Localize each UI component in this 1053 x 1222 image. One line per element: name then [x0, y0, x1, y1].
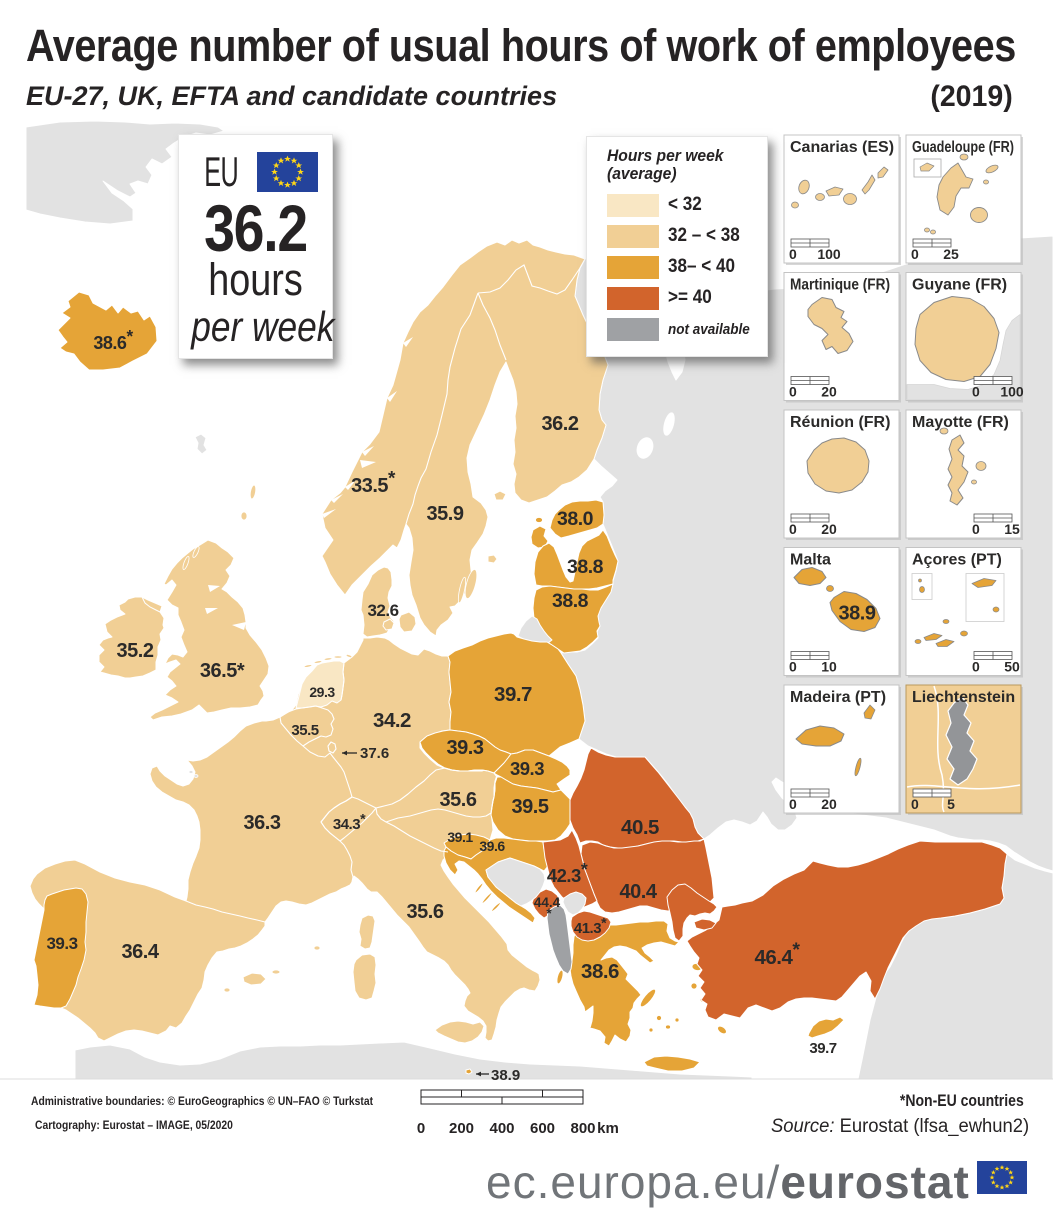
svg-text:0: 0 — [789, 796, 797, 812]
svg-text:0: 0 — [789, 384, 797, 400]
svg-text:39.3: 39.3 — [46, 934, 77, 953]
svg-text:38.9: 38.9 — [839, 603, 876, 625]
svg-text:39.5: 39.5 — [512, 796, 549, 818]
svg-text:100: 100 — [817, 246, 841, 262]
svg-text:Canarias (ES): Canarias (ES) — [790, 139, 894, 156]
svg-text:600: 600 — [530, 1120, 555, 1137]
svg-text:800: 800 — [570, 1120, 595, 1137]
svg-text:40.4: 40.4 — [620, 881, 658, 903]
svg-text:36.4: 36.4 — [122, 941, 160, 963]
svg-text:38.9: 38.9 — [491, 1067, 520, 1084]
svg-text:20: 20 — [821, 384, 837, 400]
svg-text:0: 0 — [972, 521, 980, 537]
svg-text:10: 10 — [821, 659, 837, 675]
svg-text:39.7: 39.7 — [809, 1040, 836, 1057]
svg-text:Mayotte (FR): Mayotte (FR) — [912, 414, 1009, 431]
svg-text:38.8: 38.8 — [567, 556, 604, 578]
svg-text:0: 0 — [911, 246, 919, 262]
svg-text:39.7: 39.7 — [494, 683, 532, 706]
svg-text:0: 0 — [417, 1120, 425, 1137]
svg-text:39.3: 39.3 — [510, 758, 544, 779]
svg-text:29.3: 29.3 — [309, 684, 335, 700]
svg-text:38.0: 38.0 — [557, 508, 594, 530]
svg-text:36.3: 36.3 — [244, 812, 281, 834]
svg-text:Guyane (FR): Guyane (FR) — [912, 277, 1007, 294]
svg-text:34.3*: 34.3* — [333, 811, 366, 833]
svg-text:35.9: 35.9 — [427, 503, 464, 525]
svg-text:Madeira (PT): Madeira (PT) — [790, 689, 886, 706]
svg-text:39.3: 39.3 — [447, 737, 484, 759]
svg-text:*: * — [546, 906, 552, 921]
svg-text:Malta: Malta — [790, 552, 831, 569]
svg-text:36.5*: 36.5* — [200, 660, 245, 682]
svg-text:35.6: 35.6 — [407, 901, 444, 923]
svg-text:5: 5 — [947, 796, 955, 812]
svg-text:39.6: 39.6 — [479, 838, 505, 854]
svg-text:35.5: 35.5 — [291, 722, 318, 739]
svg-text:37.6: 37.6 — [360, 745, 389, 762]
svg-text:38.8: 38.8 — [552, 590, 589, 612]
svg-text:50: 50 — [1004, 659, 1020, 675]
svg-text:38.6: 38.6 — [581, 960, 619, 983]
svg-text:0: 0 — [972, 384, 980, 400]
svg-text:0: 0 — [789, 659, 797, 675]
svg-text:Açores (PT): Açores (PT) — [912, 552, 1002, 569]
svg-text:Martinique (FR): Martinique (FR) — [790, 277, 890, 294]
svg-text:15: 15 — [1004, 521, 1020, 537]
svg-text:25: 25 — [943, 246, 959, 262]
svg-text:0: 0 — [789, 246, 797, 262]
svg-text:200: 200 — [449, 1120, 474, 1137]
svg-text:Réunion (FR): Réunion (FR) — [790, 414, 890, 431]
svg-text:0: 0 — [911, 796, 919, 812]
svg-text:34.2: 34.2 — [373, 709, 411, 732]
svg-text:0: 0 — [789, 521, 797, 537]
svg-text:20: 20 — [821, 521, 837, 537]
svg-text:Guadeloupe (FR): Guadeloupe (FR) — [912, 139, 1014, 156]
svg-text:km: km — [597, 1120, 619, 1137]
svg-text:Liechtenstein: Liechtenstein — [912, 689, 1015, 706]
svg-text:20: 20 — [821, 796, 837, 812]
svg-text:35.6: 35.6 — [440, 789, 477, 811]
svg-text:100: 100 — [1000, 384, 1024, 400]
svg-text:39.1: 39.1 — [447, 829, 473, 845]
svg-text:44.4: 44.4 — [534, 895, 561, 910]
svg-text:41.3*: 41.3* — [574, 915, 607, 937]
svg-text:40.5: 40.5 — [621, 816, 659, 839]
svg-text:0: 0 — [972, 659, 980, 675]
svg-text:36.2: 36.2 — [542, 413, 579, 435]
svg-text:400: 400 — [489, 1120, 514, 1137]
svg-text:35.2: 35.2 — [117, 640, 154, 662]
svg-text:32.6: 32.6 — [367, 601, 398, 620]
